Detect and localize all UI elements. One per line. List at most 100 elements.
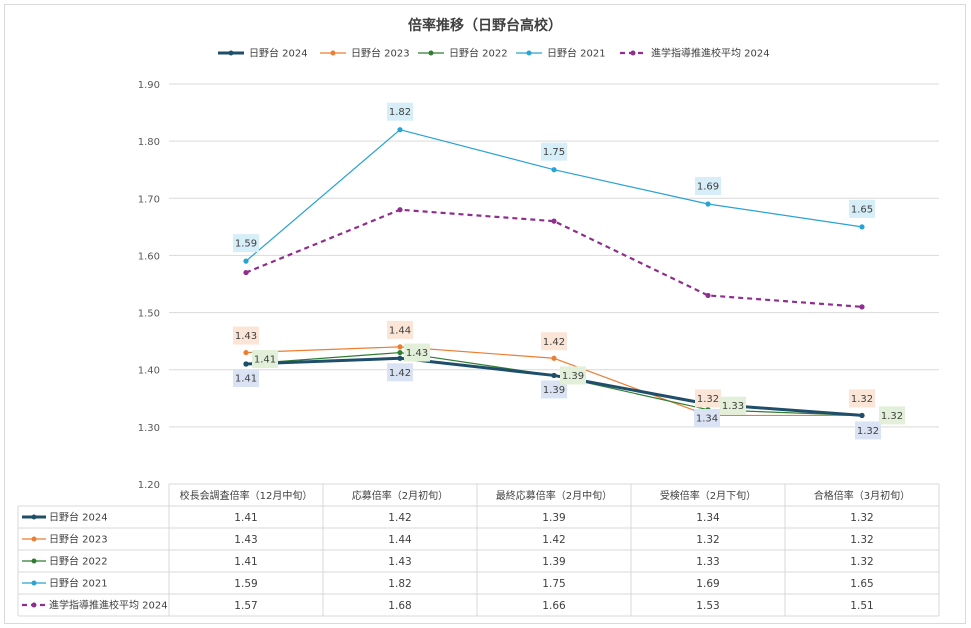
y-tick-label: 1.90	[138, 80, 160, 91]
data-label-box	[387, 102, 413, 121]
table-cell: 1.57	[234, 600, 257, 612]
table-row-label: 進学指導推進校平均 2024	[49, 599, 168, 612]
table-legend-marker	[31, 514, 37, 520]
data-label: 1.32	[697, 394, 719, 405]
legend-marker	[330, 50, 336, 56]
chart-frame	[4, 4, 966, 624]
data-point	[243, 258, 249, 264]
data-label-box	[387, 320, 413, 339]
data-label-box	[541, 332, 567, 351]
table-legend-marker	[31, 558, 37, 564]
data-label: 1.44	[389, 325, 411, 336]
table-cell: 1.44	[388, 534, 412, 546]
table-row-label: 日野台 2023	[49, 533, 108, 546]
data-point	[859, 224, 865, 230]
data-label: 1.42	[389, 368, 411, 379]
data-table: 校長会調査倍率（12月中旬） 応募倍率（2月初旬） 最終応募倍率（2月中旬） 受検倍率…	[17, 483, 940, 617]
legend-label: 日野台 2023	[351, 47, 410, 60]
data-label-box	[694, 409, 720, 427]
table-cell: 1.68	[388, 600, 411, 612]
table-cell: 1.43	[388, 556, 411, 568]
legend-marker	[228, 50, 234, 56]
data-point	[551, 355, 557, 361]
data-point	[859, 304, 865, 310]
data-label: 1.69	[697, 182, 719, 193]
y-axis: 1.20 1.30 1.40 1.50 1.60 1.70 1.80 1.90	[138, 80, 160, 491]
y-tick-label: 1.60	[138, 251, 160, 262]
table-legend-marker	[31, 580, 37, 586]
table-cell: 1.32	[696, 534, 719, 546]
data-label: 1.41	[235, 374, 257, 385]
table-cell: 1.39	[542, 512, 565, 524]
table-cell: 1.42	[542, 534, 565, 546]
table-cell: 1.32	[850, 534, 873, 546]
data-label-box	[695, 177, 721, 195]
data-point	[397, 349, 403, 356]
data-point	[397, 207, 403, 213]
table-cell: 1.66	[542, 600, 566, 612]
table-cell: 1.32	[850, 512, 873, 524]
data-label: 1.32	[857, 426, 879, 437]
table-cell: 1.41	[234, 556, 257, 568]
table-cell: 1.33	[696, 556, 719, 568]
series-line	[245, 208, 863, 308]
data-labels: 1.411.421.391.341.321.431.441.421.32 1.32…	[233, 102, 905, 440]
data-label-box	[233, 369, 259, 387]
table-header-cell: 校長会調査倍率（12月中旬）	[180, 489, 313, 502]
table-row-label: 日野台 2024	[49, 511, 108, 524]
data-label-box	[252, 350, 278, 368]
legend-label: 進学指導推進校平均 2024	[651, 47, 770, 60]
data-label-box	[849, 389, 875, 408]
series-group	[243, 127, 865, 419]
data-label: 1.33	[722, 401, 744, 412]
data-label: 1.43	[406, 348, 428, 359]
data-point	[243, 349, 249, 356]
table-legend-marker	[31, 536, 37, 542]
data-label-box	[849, 199, 875, 218]
data-label: 1.39	[543, 385, 565, 396]
table-header-cell: 受検倍率（2月下旬）	[660, 489, 756, 502]
data-label-box	[695, 389, 721, 408]
y-tick-label: 1.20	[138, 480, 160, 491]
data-label: 1.34	[696, 414, 718, 425]
legend-marker	[630, 50, 636, 56]
table-cell: 1.82	[388, 578, 411, 590]
y-tick-label: 1.50	[138, 309, 160, 320]
data-point	[551, 372, 557, 379]
data-label-box	[560, 366, 586, 385]
data-label: 1.32	[881, 411, 903, 422]
data-label-box	[233, 326, 259, 345]
table-header-cell: 最終応募倍率（2月中旬）	[496, 489, 612, 502]
table-cell: 1.53	[696, 600, 719, 612]
table-cell: 1.39	[542, 556, 565, 568]
legend-label: 日野台 2024	[249, 47, 308, 60]
data-label: 1.41	[254, 355, 276, 366]
y-tick-label: 1.80	[138, 137, 160, 148]
table-cell: 1.69	[696, 578, 719, 590]
table-row-label: 日野台 2021	[49, 577, 108, 590]
data-label-box	[404, 343, 430, 362]
table-cell: 1.59	[234, 578, 257, 590]
data-point	[859, 412, 865, 419]
data-label: 1.75	[543, 147, 565, 158]
data-label-box	[879, 406, 905, 425]
data-point	[397, 355, 403, 361]
data-point	[397, 127, 403, 133]
table-header-cell: 合格倍率（3月初旬）	[814, 489, 910, 502]
data-label: 1.82	[389, 107, 411, 118]
chart-title: 倍率推移（日野台高校）	[408, 17, 562, 34]
legend: 日野台 2024 日野台 2023 日野台 2022 日野台 2021 進学指導推進校平…	[218, 47, 770, 60]
data-label-box	[541, 380, 567, 399]
table-cell: 1.43	[234, 534, 257, 546]
table-row-label: 日野台 2022	[49, 555, 108, 568]
data-label: 1.59	[235, 239, 257, 250]
data-point	[243, 269, 249, 276]
data-point	[397, 344, 403, 350]
data-label-box	[233, 234, 259, 253]
table-header-cell: 応募倍率（2月初旬）	[352, 489, 448, 502]
table-cell: 1.42	[388, 512, 411, 524]
data-label: 1.39	[562, 371, 584, 382]
y-tick-label: 1.70	[138, 194, 160, 205]
data-point	[705, 292, 711, 299]
